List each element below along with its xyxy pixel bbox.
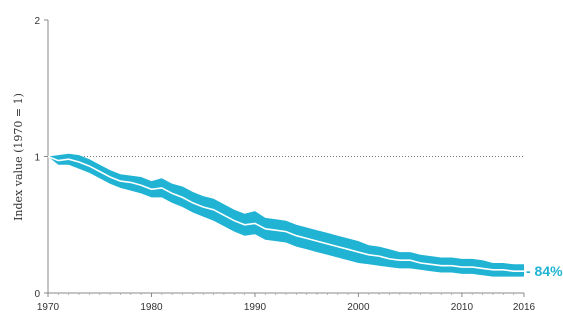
y-tick-label: 2 xyxy=(34,16,40,27)
x-tick-label: 1990 xyxy=(244,302,267,313)
tick-label-group: 0 1 2 1970 1980 1990 2000 2010 2016 xyxy=(34,16,535,313)
x-tick-label: 2010 xyxy=(451,302,474,313)
x-tick-label: 1970 xyxy=(37,302,60,313)
axes xyxy=(44,19,525,297)
index-line-group xyxy=(47,155,524,272)
y-tick-label: 0 xyxy=(34,289,40,300)
index-line xyxy=(47,155,524,272)
y-axis-label: Index value (1970 = 1) xyxy=(12,93,25,221)
y-tick-label: 1 xyxy=(34,153,40,164)
x-tick-label: 1980 xyxy=(140,302,163,313)
x-tick-label: 2000 xyxy=(347,302,370,313)
x-tick-label: 2016 xyxy=(513,302,536,313)
confidence-band xyxy=(48,153,524,277)
confidence-band-group xyxy=(48,153,524,277)
end-value-label: - 84% xyxy=(526,263,563,279)
